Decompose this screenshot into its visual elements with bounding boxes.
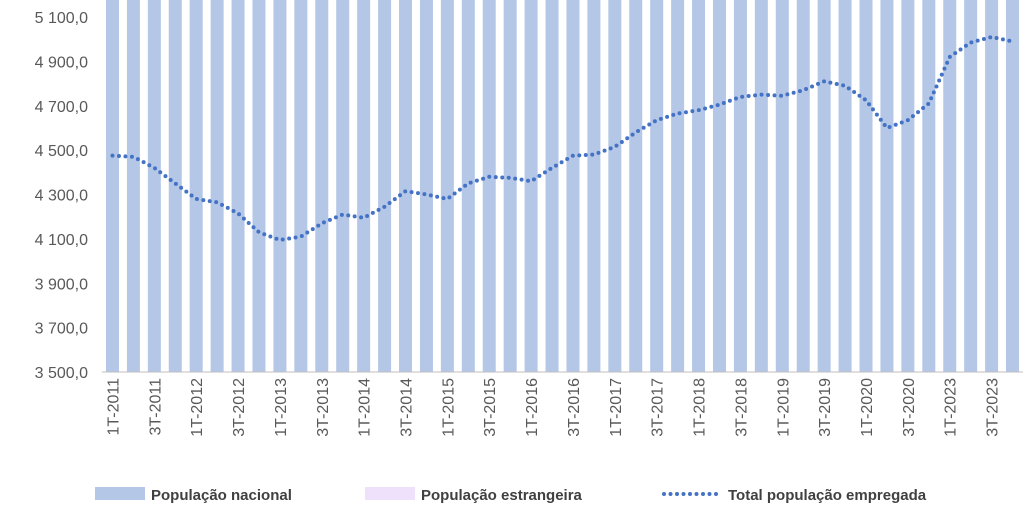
bar xyxy=(859,0,873,372)
bar xyxy=(545,0,559,372)
x-tick-label: 3T-2014 xyxy=(399,378,416,437)
bar xyxy=(754,0,768,372)
x-tick-label: 3T-2019 xyxy=(817,378,834,437)
y-tick-label: 4 900,0 xyxy=(35,54,88,71)
x-tick-label: 3T-2015 xyxy=(482,378,499,437)
bar xyxy=(650,0,664,372)
bar xyxy=(210,0,224,372)
x-tick-label: 1T-2023 xyxy=(943,378,960,437)
bar xyxy=(985,0,999,372)
x-tick-label: 1T-2017 xyxy=(608,378,625,437)
bar xyxy=(880,0,894,372)
x-tick-label: 3T-2023 xyxy=(985,378,1002,437)
legend-swatch xyxy=(365,487,415,500)
legend-label: População nacional xyxy=(151,487,292,504)
y-tick-label: 4 500,0 xyxy=(35,143,88,160)
y-tick-label: 4 300,0 xyxy=(35,188,88,205)
bar xyxy=(105,0,119,372)
bar xyxy=(671,0,685,372)
bar xyxy=(524,0,538,372)
y-tick-label: 4 700,0 xyxy=(35,99,88,116)
x-tick-label: 1T-2019 xyxy=(775,378,792,437)
bar xyxy=(692,0,706,372)
x-tick-label: 1T-2011 xyxy=(105,378,122,436)
bar xyxy=(901,0,915,372)
bar xyxy=(503,0,517,372)
bar xyxy=(378,0,392,372)
bar xyxy=(419,0,433,372)
bar xyxy=(461,0,475,372)
bar xyxy=(357,0,371,372)
bar xyxy=(943,0,957,372)
y-tick-label: 3 500,0 xyxy=(35,365,88,382)
bar xyxy=(147,0,161,372)
bar xyxy=(399,0,413,372)
x-tick-label: 3T-2018 xyxy=(733,378,750,437)
y-tick-label: 3 900,0 xyxy=(35,276,88,293)
total-line xyxy=(110,34,1015,243)
legend-label: População estrangeira xyxy=(421,487,583,504)
bar xyxy=(315,0,329,372)
x-tick-label: 1T-2018 xyxy=(692,378,709,437)
bar xyxy=(273,0,287,372)
bar xyxy=(336,0,350,372)
bar xyxy=(587,0,601,372)
x-tick-label: 1T-2013 xyxy=(273,378,290,437)
x-tick-label: 1T-2014 xyxy=(357,378,374,437)
y-tick-label: 4 100,0 xyxy=(35,232,88,249)
bar xyxy=(168,0,182,372)
x-tick-label: 3T-2020 xyxy=(901,378,918,437)
x-tick-label: 1T-2015 xyxy=(440,378,457,437)
x-tick-label: 3T-2013 xyxy=(315,378,332,437)
x-tick-label: 1T-2012 xyxy=(189,378,206,437)
bar xyxy=(440,0,454,372)
y-tick-label: 3 700,0 xyxy=(35,321,88,338)
bar xyxy=(838,0,852,372)
bar xyxy=(1006,0,1020,372)
x-tick-label: 1T-2020 xyxy=(859,378,876,437)
bar xyxy=(608,0,622,372)
x-tick-label: 3T-2017 xyxy=(650,378,667,437)
bar xyxy=(922,0,936,372)
bar xyxy=(189,0,203,372)
x-tick-label: 3T-2011 xyxy=(147,378,164,436)
x-tick-label: 3T-2016 xyxy=(566,378,583,437)
bar xyxy=(252,0,266,372)
bar xyxy=(817,0,831,372)
bar xyxy=(294,0,308,372)
bar xyxy=(482,0,496,372)
bar xyxy=(629,0,643,372)
x-tick-label: 3T-2012 xyxy=(231,378,248,437)
bar xyxy=(712,0,726,372)
bar xyxy=(231,0,245,372)
bar xyxy=(775,0,789,372)
legend-label: Total população empregada xyxy=(728,487,927,504)
y-tick-label: 5 100,0 xyxy=(35,10,88,27)
bar xyxy=(964,0,978,372)
bar xyxy=(126,0,140,372)
bar xyxy=(796,0,810,372)
legend-swatch xyxy=(95,487,145,500)
x-tick-label: 1T-2016 xyxy=(524,378,541,437)
bar xyxy=(733,0,747,372)
bar xyxy=(566,0,580,372)
